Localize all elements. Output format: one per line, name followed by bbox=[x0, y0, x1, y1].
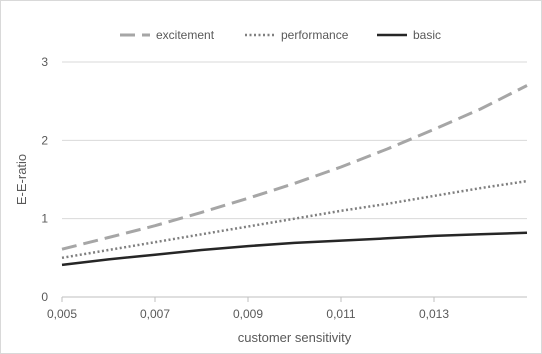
x-tick-label: 0,009 bbox=[233, 307, 263, 321]
y-axis-tick-labels: 0 1 2 3 bbox=[41, 55, 48, 304]
y-tick-label: 1 bbox=[41, 212, 48, 226]
gridlines bbox=[62, 61, 527, 220]
legend-label-basic: basic bbox=[413, 28, 441, 42]
legend-label-excitement: excitement bbox=[156, 28, 215, 42]
series-lines bbox=[61, 84, 528, 267]
series-line-excitement bbox=[61, 84, 528, 251]
x-axis-tick-labels: 0,005 0,007 0,009 0,011 0,013 bbox=[47, 307, 449, 321]
x-tick-label: 0,005 bbox=[47, 307, 77, 321]
legend: excitement performance basic bbox=[120, 28, 441, 42]
series-line-basic bbox=[61, 231, 528, 267]
y-tick-label: 2 bbox=[41, 133, 48, 147]
series-line-performance bbox=[61, 179, 528, 260]
x-tick-label: 0,007 bbox=[140, 307, 170, 321]
x-tick-label: 0,013 bbox=[419, 307, 449, 321]
y-tick-label: 3 bbox=[41, 55, 48, 69]
legend-label-performance: performance bbox=[281, 28, 349, 42]
y-axis-title: E-E-ratio bbox=[14, 154, 29, 205]
y-tick-label: 0 bbox=[41, 290, 48, 304]
x-tick-label: 0,011 bbox=[326, 307, 355, 321]
x-axis bbox=[61, 296, 527, 302]
x-axis-title: customer sensitivity bbox=[238, 330, 352, 345]
